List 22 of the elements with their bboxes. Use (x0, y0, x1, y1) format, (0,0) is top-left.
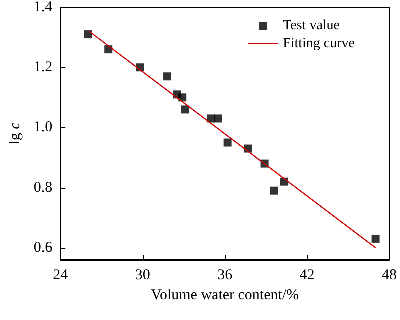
point (84, 30, 92, 39)
y-tick-label: 0.6 (34, 240, 54, 256)
point (372, 234, 380, 243)
y-tick-label: 1.4 (34, 0, 54, 16)
x-tick-label: 30 (135, 268, 150, 284)
y-tick-label: 1.0 (34, 120, 53, 136)
x-tick-label: 36 (218, 268, 234, 284)
x-tick-label: 42 (300, 268, 315, 284)
point (164, 72, 172, 81)
point (214, 114, 222, 123)
x-tick-label: 24 (53, 268, 69, 284)
legend-label: Fitting curve (283, 36, 356, 52)
y-tick-label: 1.2 (34, 60, 53, 76)
point (224, 138, 232, 147)
x-axis-title: Volume water content/% (151, 287, 300, 304)
y-axis-title: lg c (8, 122, 24, 145)
point (270, 186, 278, 195)
point (181, 106, 190, 114)
y-tick-label: 0.8 (34, 180, 53, 196)
legend-label: Test value (283, 18, 340, 34)
point (178, 94, 187, 102)
x-tick-label: 48 (382, 268, 397, 284)
